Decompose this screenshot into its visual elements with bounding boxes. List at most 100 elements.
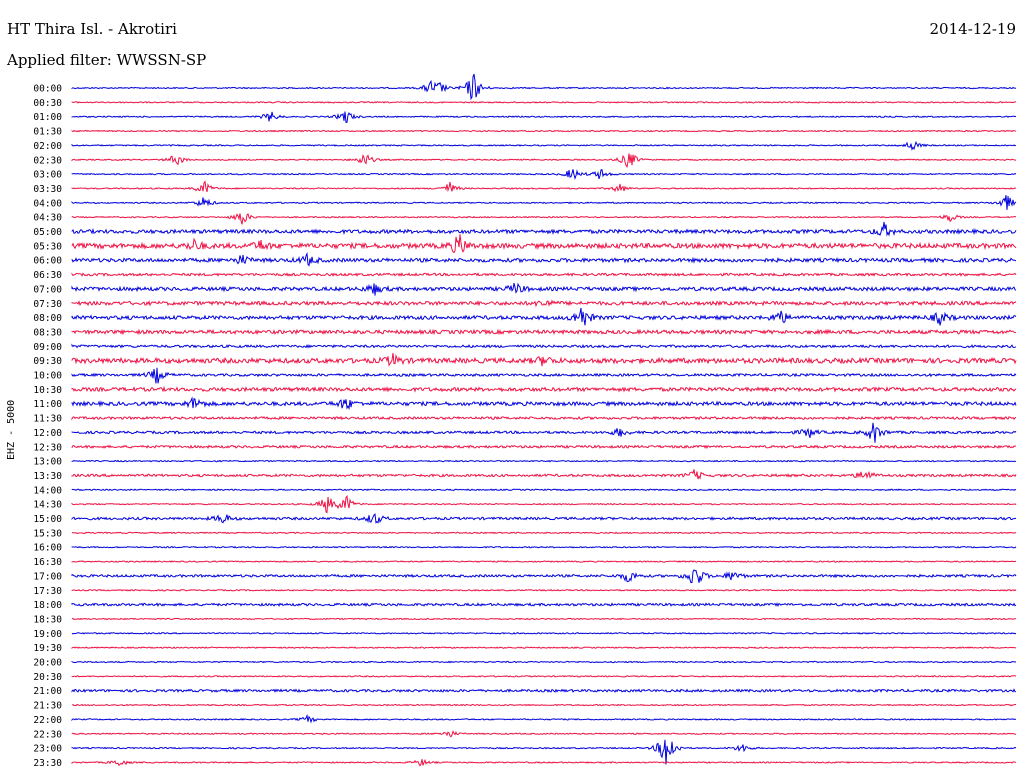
trace-row	[71, 646, 1017, 649]
time-label: 02:30	[33, 155, 62, 166]
time-label: 21:00	[33, 686, 62, 697]
time-label: 22:30	[33, 729, 62, 740]
seismic-traces	[71, 73, 1017, 767]
time-label: 13:00	[33, 457, 62, 468]
time-label: 06:30	[33, 270, 62, 281]
trace-row	[71, 531, 1017, 535]
time-label: 02:00	[33, 141, 62, 152]
trace-row	[71, 111, 1017, 123]
trace-row	[71, 252, 1017, 267]
time-label: 12:00	[33, 428, 62, 439]
time-label: 12:30	[33, 442, 62, 453]
trace-row	[71, 282, 1017, 296]
time-label: 05:00	[33, 227, 62, 238]
trace-row	[71, 272, 1017, 277]
time-label: 17:00	[33, 571, 62, 582]
trace-row	[71, 758, 1017, 767]
trace-row	[71, 101, 1016, 104]
time-label: 01:30	[33, 127, 62, 138]
time-label: 00:30	[33, 98, 62, 109]
date-label: 2014-12-19	[929, 20, 1016, 38]
trace-row	[71, 602, 1017, 608]
trace-row	[71, 307, 1017, 326]
time-label: 16:00	[33, 543, 62, 554]
trace-row	[71, 169, 1017, 180]
time-label: 18:30	[33, 614, 62, 625]
time-label: 11:30	[33, 414, 62, 425]
time-label: 13:30	[33, 471, 62, 482]
trace-row	[71, 213, 1017, 225]
trace-row	[71, 195, 1017, 210]
trace-row	[71, 713, 1017, 724]
time-label: 10:00	[33, 371, 62, 382]
time-label: 20:00	[33, 658, 62, 669]
time-label: 07:30	[33, 299, 62, 310]
time-label: 15:00	[33, 514, 62, 525]
trace-row	[71, 513, 1017, 524]
trace-row	[71, 495, 1017, 514]
time-label: 08:00	[33, 313, 62, 324]
time-label: 14:30	[33, 500, 62, 511]
trace-row	[71, 367, 1017, 384]
trace-row	[71, 343, 1017, 349]
time-label: 22:00	[33, 715, 62, 726]
trace-row	[71, 328, 1017, 336]
time-label: 09:00	[33, 342, 62, 353]
time-label: 19:30	[33, 643, 62, 654]
time-label: 04:00	[33, 198, 62, 209]
trace-row	[71, 459, 1017, 463]
trace-row	[71, 588, 1017, 592]
station-title: HT Thira Isl. - Akrotiri	[7, 20, 177, 38]
trace-row	[71, 730, 1017, 738]
time-label: 01:00	[33, 112, 62, 123]
time-label: 17:30	[33, 586, 62, 597]
time-label: 05:30	[33, 241, 62, 252]
trace-row	[71, 422, 1017, 443]
trace-row	[71, 140, 1017, 151]
time-label: 04:30	[33, 213, 62, 224]
time-label: 14:00	[33, 485, 62, 496]
time-label: 11:00	[33, 399, 62, 410]
time-label: 03:30	[33, 184, 62, 195]
trace-row	[71, 129, 1017, 133]
time-label: 06:00	[33, 256, 62, 267]
trace-row	[71, 385, 1017, 393]
trace-row	[71, 545, 1017, 549]
time-label: 00:00	[33, 84, 62, 95]
trace-row	[71, 180, 1017, 193]
trace-row	[71, 688, 1017, 693]
channel-label: EHZ - 5000	[6, 399, 17, 460]
time-label: 23:30	[33, 758, 62, 769]
time-labels: 00:00 00:30 01:00 01:30 02:00 02:30 03:00 03:30…	[33, 84, 62, 769]
trace-row	[71, 703, 1016, 707]
trace-row	[71, 560, 1017, 563]
time-label: 03:00	[33, 170, 62, 181]
time-label: 15:30	[33, 528, 62, 539]
time-label: 08:30	[33, 327, 62, 338]
trace-row	[71, 352, 1017, 367]
trace-row	[71, 444, 1017, 450]
trace-row	[71, 569, 1017, 584]
filter-label: Applied filter: WWSSN-SP	[7, 51, 207, 69]
trace-row	[71, 234, 1017, 254]
time-label: 07:00	[33, 284, 62, 295]
trace-row	[71, 675, 1017, 678]
time-label: 23:00	[33, 744, 62, 755]
time-label: 20:30	[33, 672, 62, 683]
time-label: 21:30	[33, 701, 62, 712]
trace-row	[71, 153, 1017, 169]
time-label: 10:30	[33, 385, 62, 396]
time-label: 18:00	[33, 600, 62, 611]
trace-row	[71, 631, 1017, 635]
time-label: 16:30	[33, 557, 62, 568]
trace-row	[71, 415, 1017, 421]
trace-row	[71, 617, 1017, 621]
trace-row	[71, 299, 1017, 308]
trace-row	[71, 221, 1017, 237]
trace-row	[71, 488, 1017, 492]
trace-row	[71, 739, 1017, 765]
trace-row	[71, 73, 1017, 101]
trace-row	[71, 469, 1017, 480]
trace-row	[71, 660, 1017, 664]
